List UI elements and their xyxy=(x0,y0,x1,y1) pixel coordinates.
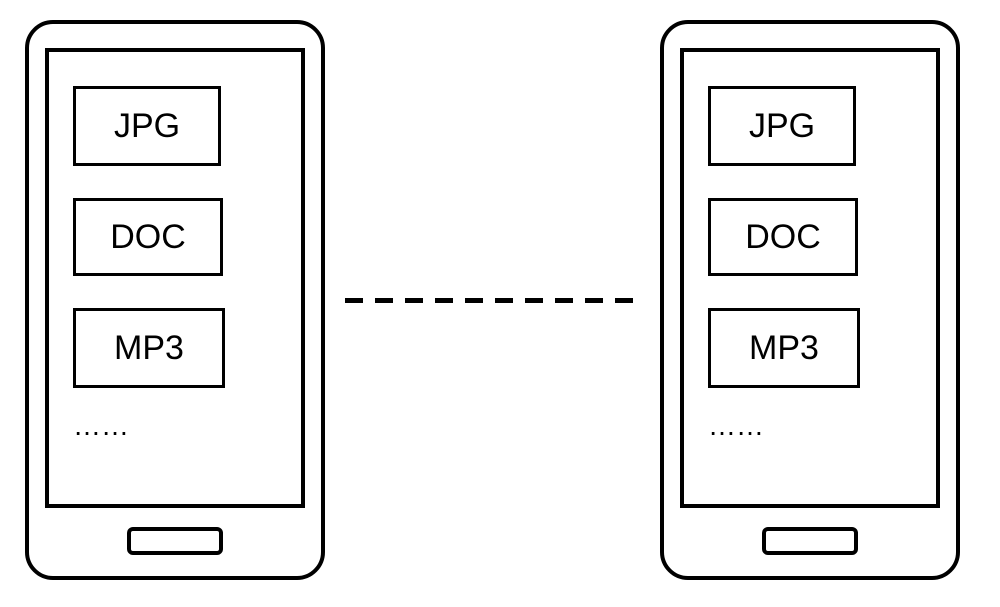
dashed-connector xyxy=(345,298,633,303)
ellipsis-right: …… xyxy=(708,410,936,442)
dash-segment xyxy=(555,298,573,303)
file-box-mp3: MP3 xyxy=(73,308,225,388)
dash-segment xyxy=(465,298,483,303)
dash-segment xyxy=(435,298,453,303)
file-box-jpg: JPG xyxy=(708,86,856,166)
file-box-doc: DOC xyxy=(73,198,223,276)
dash-segment xyxy=(615,298,633,303)
file-box-doc: DOC xyxy=(708,198,858,276)
phone-screen-right: JPG DOC MP3 …… xyxy=(680,48,940,508)
home-button-right xyxy=(762,527,858,555)
file-box-mp3: MP3 xyxy=(708,308,860,388)
home-button-left xyxy=(127,527,223,555)
dash-segment xyxy=(585,298,603,303)
phone-screen-left: JPG DOC MP3 …… xyxy=(45,48,305,508)
file-box-jpg: JPG xyxy=(73,86,221,166)
dash-segment xyxy=(345,298,363,303)
dash-segment xyxy=(405,298,423,303)
dash-segment xyxy=(375,298,393,303)
dash-segment xyxy=(495,298,513,303)
ellipsis-left: …… xyxy=(73,410,301,442)
dash-segment xyxy=(525,298,543,303)
